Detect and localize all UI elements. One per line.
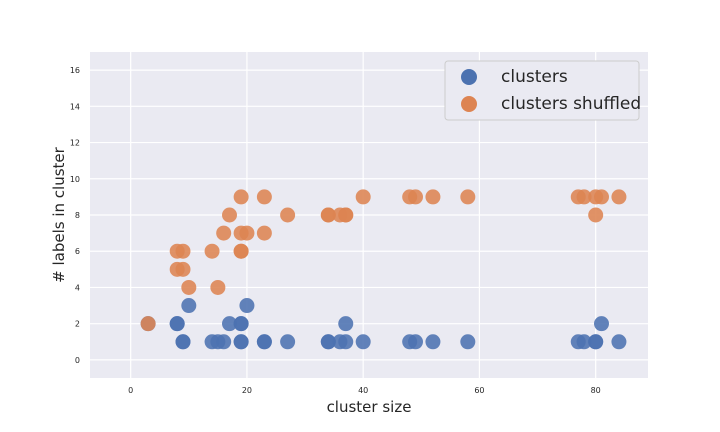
point-clusters <box>256 334 272 350</box>
point-clusters-shuffled <box>611 189 627 205</box>
y-axis-label: # labels in cluster <box>50 146 68 282</box>
y-tick-label: 10 <box>70 175 80 184</box>
point-clusters-shuffled <box>233 243 249 259</box>
y-tick-label: 4 <box>75 283 80 292</box>
point-clusters-shuffled <box>181 279 197 295</box>
x-tick-label: 80 <box>591 386 601 395</box>
point-clusters <box>425 334 441 350</box>
point-clusters <box>408 334 423 350</box>
legend-label-clusters-shuffled: clusters shuffled <box>501 94 641 114</box>
point-clusters-shuffled <box>425 189 441 205</box>
legend-marker-clusters-shuffled <box>461 96 477 112</box>
data-points <box>140 189 627 350</box>
point-clusters-shuffled <box>256 189 272 205</box>
point-clusters <box>338 316 354 332</box>
point-clusters-shuffled <box>175 261 191 277</box>
point-clusters <box>594 316 609 332</box>
point-clusters <box>576 334 592 350</box>
x-axis-label: cluster size <box>327 398 412 416</box>
y-tick-label: 14 <box>70 102 80 111</box>
point-clusters-shuffled <box>233 189 249 205</box>
point-clusters <box>175 334 191 350</box>
point-clusters-shuffled <box>210 279 226 295</box>
y-tick-label: 0 <box>75 356 80 365</box>
point-clusters-shuffled <box>216 225 232 241</box>
point-clusters-shuffled <box>576 189 592 205</box>
legend-marker-clusters <box>461 69 477 85</box>
point-clusters <box>320 334 336 350</box>
point-clusters <box>338 334 354 350</box>
point-clusters <box>222 316 237 332</box>
point-clusters-shuffled <box>280 207 296 223</box>
y-tick-label: 6 <box>75 247 80 256</box>
point-clusters <box>355 334 371 350</box>
point-clusters <box>233 316 249 332</box>
point-clusters-shuffled <box>140 316 156 332</box>
point-clusters-shuffled <box>256 225 272 241</box>
point-clusters-shuffled <box>355 189 371 205</box>
point-clusters-shuffled <box>239 225 255 241</box>
point-clusters <box>233 334 249 350</box>
point-clusters <box>460 334 476 350</box>
x-tick-label: 0 <box>128 386 133 395</box>
y-tick-label: 16 <box>70 66 80 75</box>
point-clusters <box>181 298 197 314</box>
point-clusters-shuffled <box>320 207 336 223</box>
point-clusters-shuffled <box>594 189 609 205</box>
x-tick-label: 60 <box>474 386 484 395</box>
point-clusters-shuffled <box>588 207 604 223</box>
x-tick-label: 40 <box>358 386 368 395</box>
point-clusters <box>280 334 296 350</box>
point-clusters-shuffled <box>460 189 476 205</box>
x-tick-label: 20 <box>242 386 252 395</box>
tick-labels: 0 20 40 60 80 0 2 4 6 8 10 12 14 16 <box>70 66 601 395</box>
legend-box <box>444 60 640 121</box>
point-clusters-shuffled <box>204 243 220 259</box>
point-clusters <box>239 298 255 314</box>
point-clusters <box>588 334 604 350</box>
legend-label-clusters: clusters <box>501 67 568 87</box>
point-clusters-shuffled <box>408 189 423 205</box>
legend: clusters clusters shuffled <box>444 60 641 121</box>
point-clusters-shuffled <box>222 207 237 223</box>
y-tick-label: 12 <box>70 139 80 148</box>
point-clusters-shuffled <box>175 243 191 259</box>
point-clusters-shuffled <box>338 207 354 223</box>
point-clusters <box>216 334 232 350</box>
y-tick-label: 8 <box>75 211 80 220</box>
point-clusters <box>169 316 185 332</box>
point-clusters <box>611 334 627 350</box>
y-tick-label: 2 <box>75 320 80 329</box>
